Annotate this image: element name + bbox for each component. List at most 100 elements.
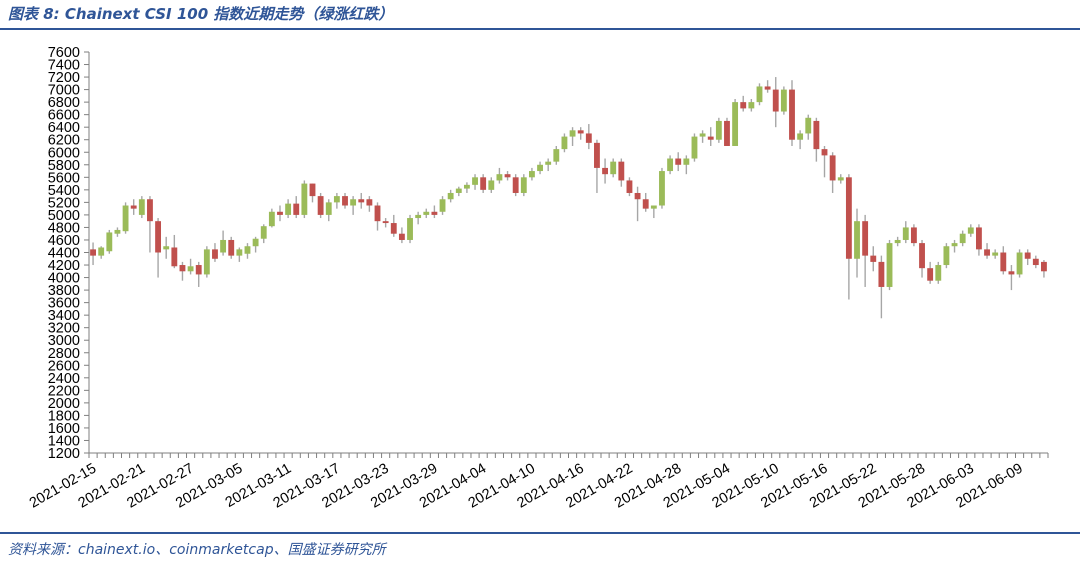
candle	[553, 145, 560, 165]
candle	[244, 243, 251, 259]
candle-body-down	[707, 136, 714, 140]
candle	[138, 196, 145, 219]
candles	[90, 77, 1047, 319]
candle	[992, 249, 999, 259]
y-tick-label: 6400	[48, 120, 80, 136]
candle	[1024, 249, 1031, 266]
y-tick-label: 4600	[48, 233, 80, 249]
candle-body-down	[618, 161, 625, 181]
candle-body-down	[390, 223, 397, 234]
candle-body-down	[594, 142, 600, 168]
candle-body-down	[813, 120, 820, 150]
candle	[285, 199, 292, 219]
candle-body-down	[602, 167, 608, 175]
candle	[959, 230, 966, 247]
candle-body-up	[122, 205, 129, 232]
candle-body-down	[740, 102, 747, 109]
y-tick-label: 3000	[48, 333, 80, 349]
candle-body-up	[488, 180, 495, 190]
candle	[894, 236, 901, 247]
candle-body-up	[187, 266, 194, 272]
candle	[772, 77, 779, 128]
candle-body-up	[756, 86, 763, 103]
candle	[740, 95, 747, 112]
candle	[610, 158, 617, 178]
candle-body-up	[691, 136, 698, 159]
candle-body-up	[902, 227, 909, 240]
candle	[951, 239, 958, 253]
candle-body-up	[106, 232, 113, 252]
candle-body-down	[512, 177, 519, 193]
figure-title: 图表 8: Chainext CSI 100 指数近期走势（绿涨红跌）	[8, 5, 394, 23]
y-tick-label: 4000	[48, 271, 80, 287]
candle	[350, 196, 357, 215]
candle	[187, 258, 194, 275]
candle-body-up	[472, 177, 478, 185]
candle-body-down	[829, 155, 836, 181]
y-tick-label: 1800	[48, 408, 80, 424]
candle	[512, 174, 519, 197]
candle	[268, 208, 275, 228]
candle	[1000, 246, 1007, 275]
candle	[480, 174, 487, 193]
y-tick-label: 2000	[48, 396, 80, 412]
candle-body-down	[821, 149, 828, 156]
candle-body-down	[504, 174, 511, 178]
candle	[975, 224, 982, 256]
candle-body-up	[455, 188, 462, 193]
candle	[398, 227, 405, 244]
candle-body-up	[301, 183, 308, 215]
candle	[626, 177, 633, 197]
candle-body-down	[975, 227, 982, 250]
candle-body-up	[561, 136, 568, 150]
candle	[756, 83, 763, 106]
candle-body-up	[537, 164, 543, 172]
candle-body-down	[480, 177, 487, 190]
source-bar: 资料来源：chainext.io、coinmarketcap、国盛证券研究所	[0, 532, 1080, 561]
candle	[236, 247, 243, 262]
candle	[878, 255, 885, 319]
candle	[1008, 265, 1015, 291]
candle-body-down	[382, 221, 389, 224]
y-tick-label: 4400	[48, 246, 80, 262]
candle-body-down	[585, 133, 592, 143]
candle	[789, 80, 795, 146]
candle	[699, 130, 706, 143]
y-tick-label: 2800	[48, 346, 80, 362]
x-axis: 2021-02-152021-02-212021-02-272021-03-05…	[27, 452, 1049, 512]
candle-body-down	[1032, 258, 1039, 266]
candle-body-up	[325, 202, 332, 215]
candle	[675, 152, 682, 172]
candle-body-up	[244, 246, 251, 254]
candle-body-down	[984, 249, 990, 256]
candle	[203, 246, 210, 278]
candle	[845, 174, 852, 300]
candle	[106, 229, 113, 254]
candle	[155, 218, 162, 278]
candle-body-down	[772, 89, 779, 112]
candle	[919, 239, 925, 278]
candle	[382, 218, 389, 228]
y-tick-label: 6000	[48, 145, 80, 161]
candle	[724, 117, 730, 146]
candle	[683, 155, 690, 175]
candle	[732, 98, 739, 146]
candle	[1016, 249, 1023, 278]
y-tick-label: 3800	[48, 283, 80, 299]
candle	[967, 224, 974, 237]
candle-body-up	[463, 184, 470, 189]
candle-body-up	[894, 239, 901, 244]
candle	[813, 117, 820, 162]
candle	[927, 261, 934, 284]
candle-body-down	[789, 89, 795, 140]
candle	[317, 192, 324, 219]
candle-body-up	[98, 247, 105, 256]
candle-body-up	[447, 192, 454, 200]
candle	[943, 243, 950, 269]
candle-body-down	[1024, 252, 1031, 259]
candle	[163, 236, 170, 259]
candle-body-down	[228, 239, 235, 256]
candle	[837, 174, 844, 184]
candle	[707, 127, 714, 146]
y-tick-label: 1200	[48, 446, 80, 462]
